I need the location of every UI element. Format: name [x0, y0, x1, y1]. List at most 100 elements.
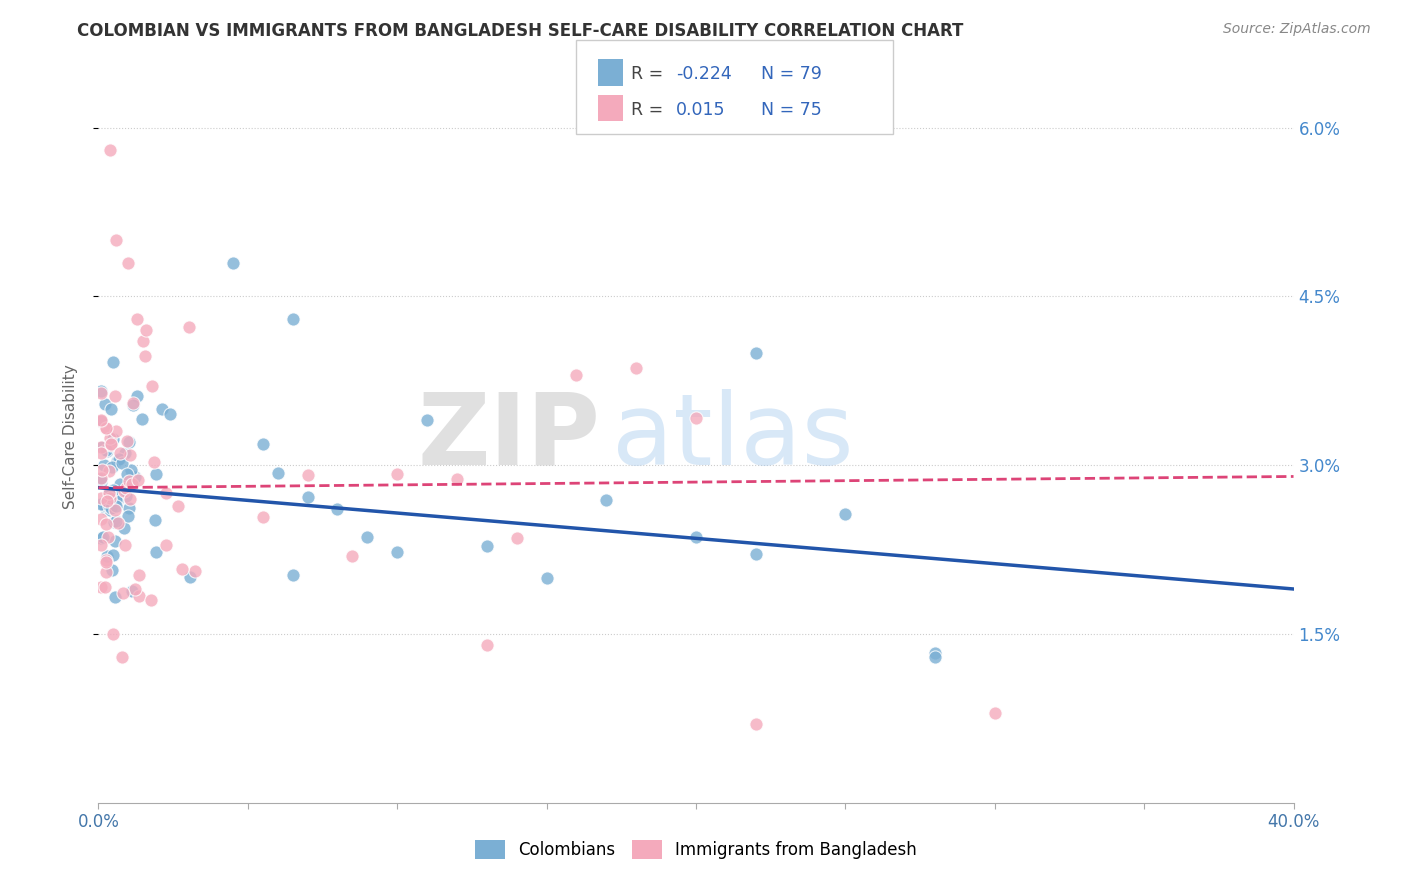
Point: [626, 360, 648, 375]
Point: [98, 143, 122, 157]
Point: [104, 389, 127, 403]
Point: [100, 459, 122, 474]
Point: [101, 483, 124, 497]
Point: [127, 312, 149, 326]
Point: [745, 717, 768, 731]
Text: atlas: atlas: [613, 389, 853, 485]
Point: [475, 539, 498, 553]
Point: [281, 312, 304, 326]
Point: [342, 549, 364, 563]
Point: [93, 397, 115, 411]
Point: [167, 499, 190, 513]
Point: [446, 472, 468, 486]
Point: [97, 530, 120, 544]
Point: [112, 586, 135, 600]
Point: [267, 466, 290, 480]
Point: [104, 590, 127, 604]
Point: [122, 398, 145, 412]
Point: [94, 502, 117, 516]
Text: COLOMBIAN VS IMMIGRANTS FROM BANGLADESH SELF-CARE DISABILITY CORRELATION CHART: COLOMBIAN VS IMMIGRANTS FROM BANGLADESH …: [77, 22, 963, 40]
Point: [111, 456, 134, 470]
Point: [118, 448, 141, 462]
Point: [93, 458, 115, 472]
Point: [110, 476, 132, 491]
Point: [121, 477, 143, 491]
Point: [107, 494, 129, 508]
Point: [565, 368, 588, 383]
Point: [132, 334, 155, 349]
Point: [90, 440, 112, 454]
Y-axis label: Self-Care Disability: Self-Care Disability: [63, 365, 77, 509]
Point: [91, 463, 114, 477]
Point: [100, 401, 122, 416]
Point: [120, 463, 142, 477]
Point: [94, 580, 117, 594]
Point: [90, 414, 112, 428]
Point: [103, 534, 125, 549]
Point: [90, 491, 112, 505]
Point: [93, 498, 115, 512]
Point: [385, 467, 409, 481]
Point: [104, 488, 127, 502]
Point: [135, 323, 157, 337]
Point: [98, 491, 121, 506]
Text: R =: R =: [631, 65, 669, 83]
Text: N = 79: N = 79: [761, 65, 821, 83]
Point: [107, 451, 129, 466]
Point: [94, 420, 117, 434]
Point: [98, 492, 121, 507]
Point: [745, 345, 768, 359]
Point: [101, 549, 124, 563]
Point: [685, 530, 707, 544]
Point: [98, 431, 121, 445]
Point: [416, 413, 439, 427]
Point: [98, 499, 121, 513]
Point: [124, 470, 146, 484]
Point: [127, 474, 149, 488]
Point: [222, 255, 245, 269]
Point: [100, 437, 122, 451]
Point: [105, 233, 128, 247]
Text: -0.224: -0.224: [676, 65, 733, 83]
Point: [100, 563, 122, 577]
Point: [94, 553, 117, 567]
Point: [118, 434, 141, 449]
Point: [141, 379, 163, 393]
Point: [117, 509, 139, 524]
Point: [184, 564, 207, 578]
Point: [90, 386, 112, 401]
Point: [112, 521, 135, 535]
Point: [297, 490, 319, 504]
Point: [97, 464, 120, 478]
Point: [114, 538, 136, 552]
Point: [924, 647, 946, 661]
Point: [94, 555, 117, 569]
Point: [145, 545, 167, 559]
Point: [104, 503, 127, 517]
Point: [121, 396, 143, 410]
Point: [107, 516, 129, 530]
Point: [98, 484, 121, 499]
Point: [90, 472, 112, 486]
Point: [98, 503, 121, 517]
Point: [984, 706, 1007, 720]
Text: N = 75: N = 75: [761, 101, 821, 119]
Point: [179, 570, 201, 584]
Point: [281, 568, 304, 582]
Point: [155, 538, 177, 552]
Text: R =: R =: [631, 101, 669, 119]
Point: [155, 485, 177, 500]
Text: ZIP: ZIP: [418, 389, 600, 485]
Point: [745, 547, 768, 561]
Legend: Colombians, Immigrants from Bangladesh: Colombians, Immigrants from Bangladesh: [467, 831, 925, 868]
Point: [105, 424, 128, 438]
Point: [90, 413, 112, 427]
Point: [96, 443, 118, 458]
Point: [252, 437, 274, 451]
Point: [385, 545, 409, 559]
Point: [131, 412, 153, 426]
Point: [101, 355, 124, 369]
Point: [143, 513, 166, 527]
Point: [159, 407, 181, 421]
Point: [90, 512, 112, 526]
